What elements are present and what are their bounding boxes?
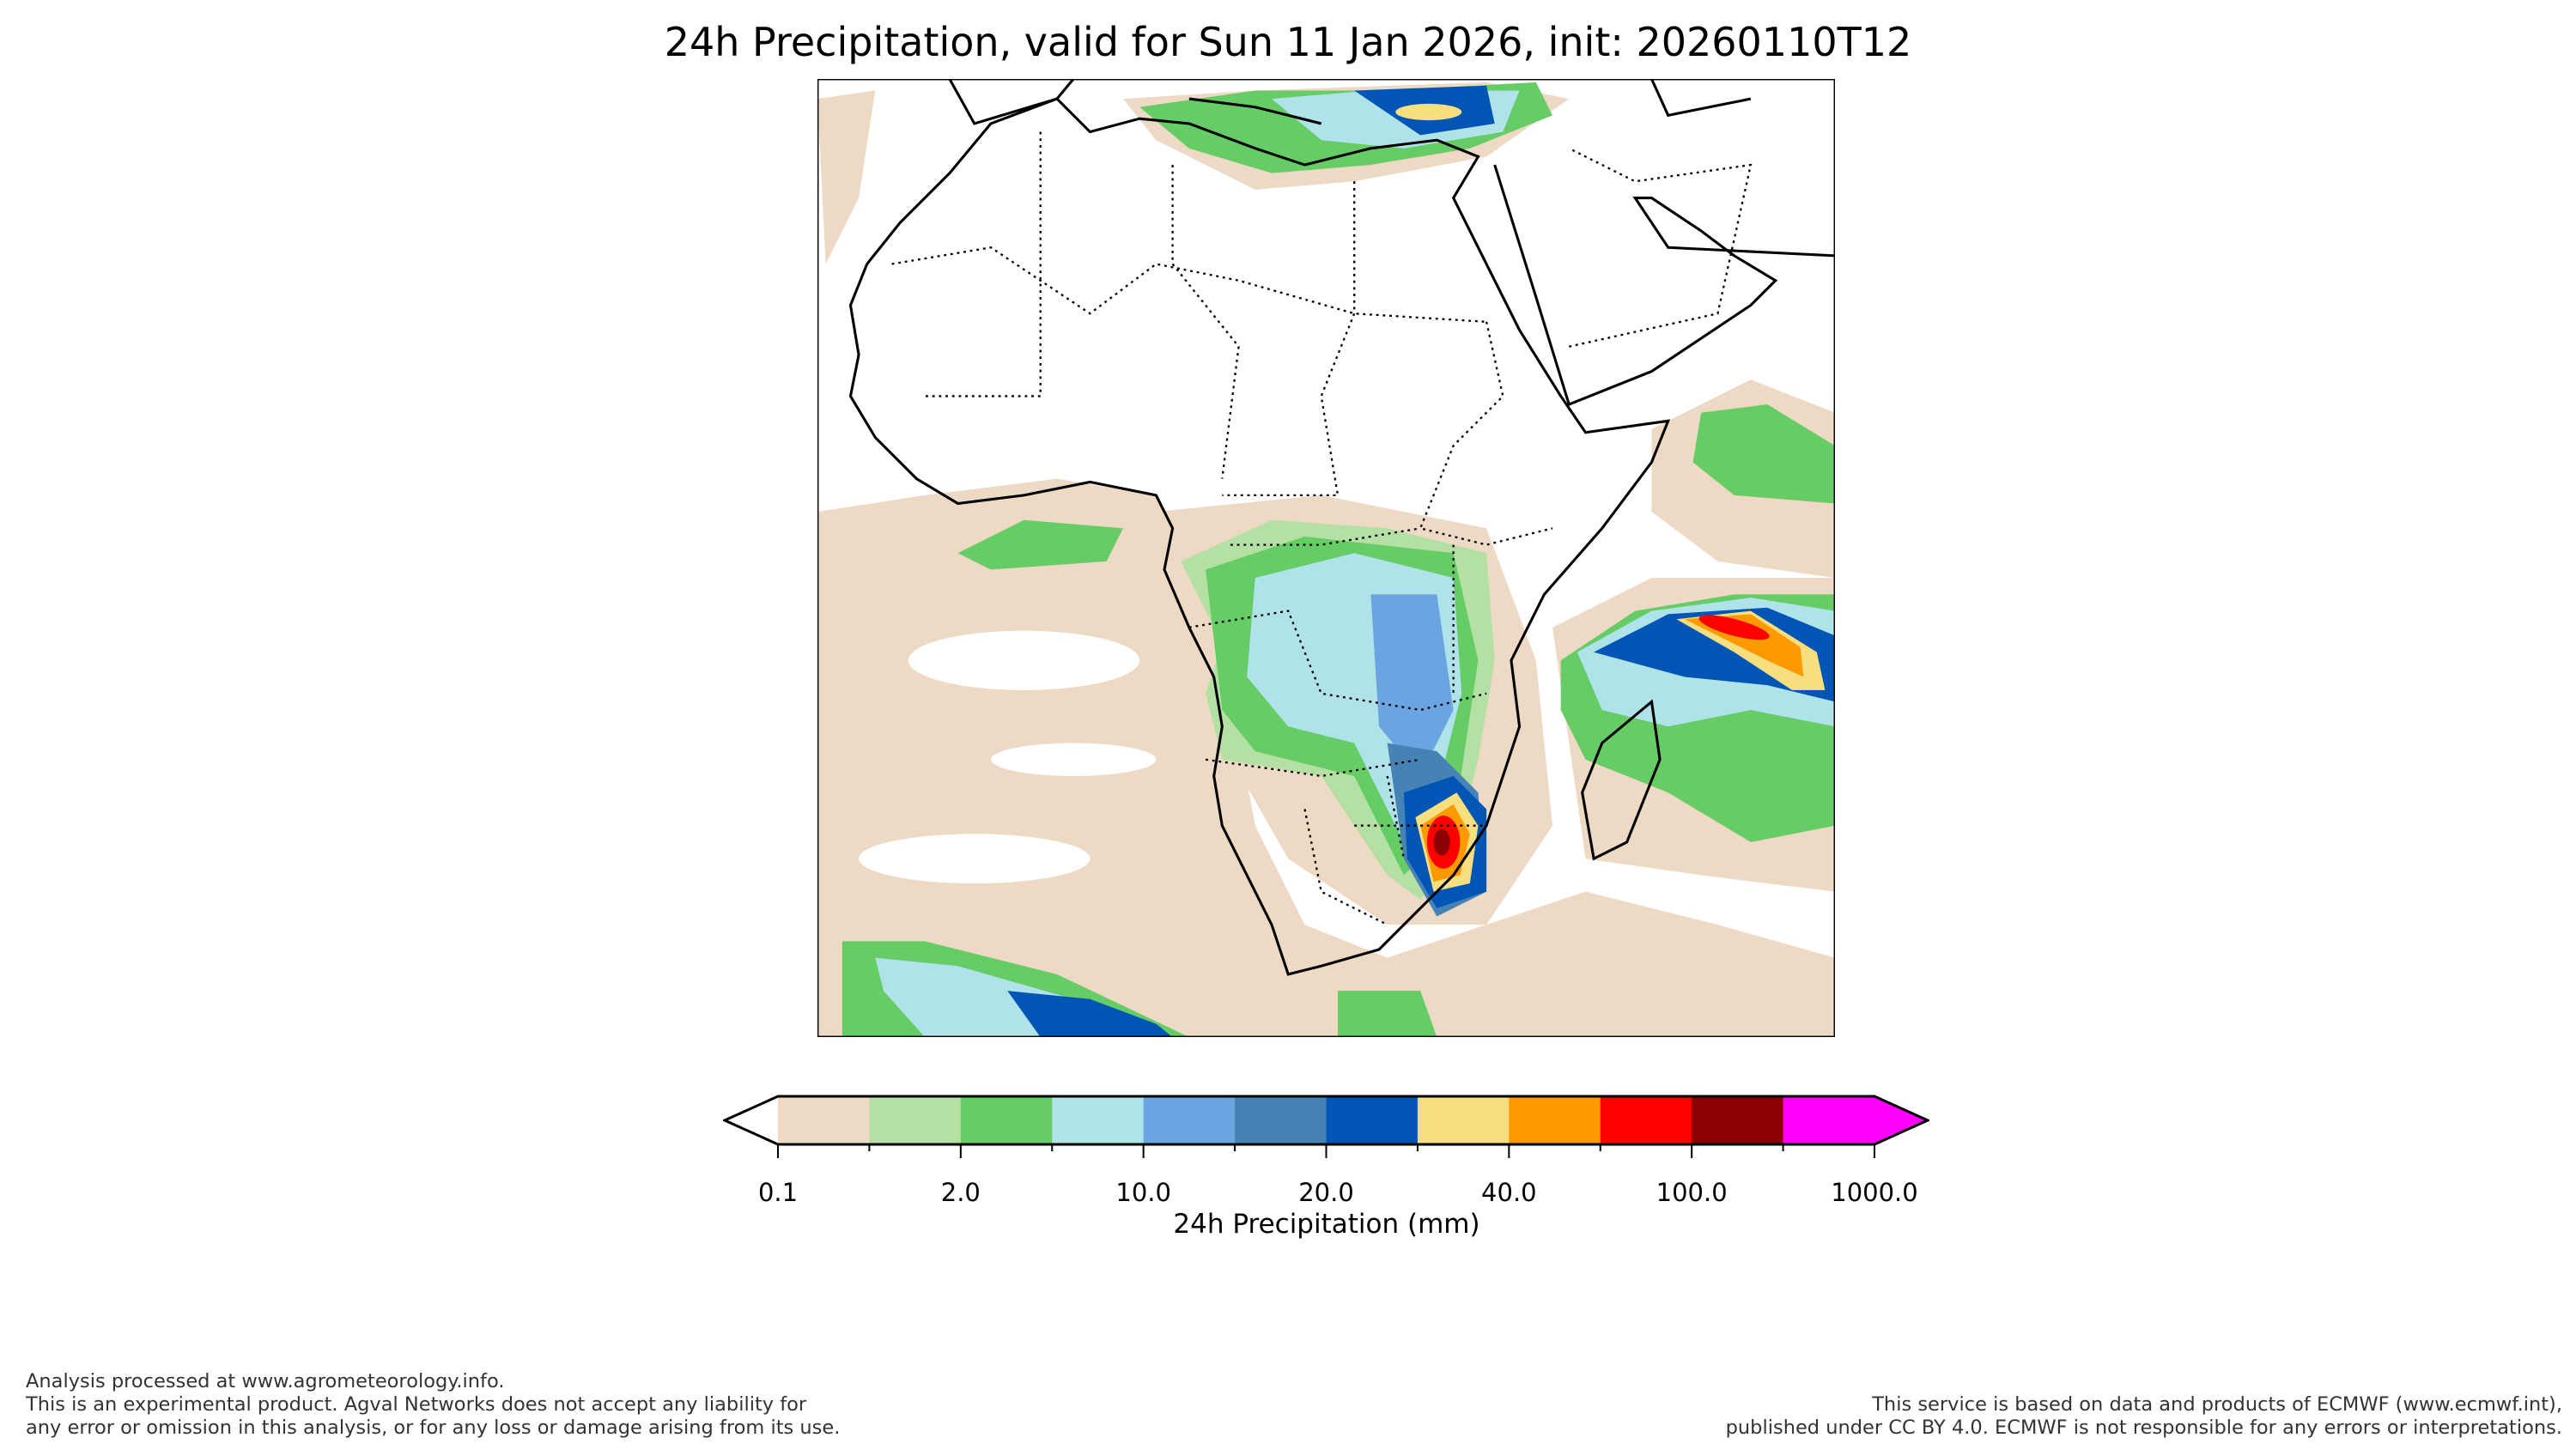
colorbar-tick-label: 100.0 <box>1656 1178 1728 1207</box>
colorbar-segment <box>960 1096 1053 1144</box>
precipitation-field <box>817 82 1835 1037</box>
colorbar-tick-label: 2.0 <box>940 1178 981 1207</box>
footer-line: This is an experimental product. Agval N… <box>26 1393 807 1416</box>
colorbar-tick-label: 20.0 <box>1298 1178 1354 1207</box>
colorbar-segment <box>1417 1096 1510 1144</box>
europe-coastline <box>948 79 1752 125</box>
precip-tan-west-ocean <box>817 90 876 264</box>
colorbar-segment <box>1143 1096 1236 1144</box>
footer-line: This service is based on data and produc… <box>1872 1393 2562 1416</box>
footer-line: published under CC BY 4.0. ECMWF is not … <box>1725 1417 2562 1439</box>
madagascar-coastline <box>1581 699 1662 861</box>
white-gaps <box>859 630 1157 884</box>
colorbar-segment <box>1326 1096 1419 1144</box>
colorbar-tick-label: 0.1 <box>757 1178 799 1207</box>
colorbar-segment <box>1509 1096 1601 1144</box>
colorbar-tick-label: 10.0 <box>1115 1178 1171 1207</box>
coastlines <box>848 79 1835 976</box>
africa-coastline <box>848 97 1671 976</box>
footer-line: Analysis processed at www.agrometeorolog… <box>26 1370 505 1392</box>
colorbar-segment <box>1235 1096 1327 1144</box>
precip-green-west <box>957 519 1123 570</box>
colorbar-over-extension <box>1874 1096 1928 1144</box>
colorbar-tick-label: 40.0 <box>1481 1178 1537 1207</box>
footer-attribution-right: This service is based on data and produc… <box>1726 1393 2562 1440</box>
colorbar-segment <box>778 1096 870 1144</box>
arabia-coastline <box>1493 164 1835 407</box>
map-title: 24h Precipitation, valid for Sun 11 Jan … <box>664 19 1912 65</box>
footer-line: any error or omission in this analysis, … <box>26 1417 841 1439</box>
colorbar-label: 24h Precipitation (mm) <box>1173 1209 1480 1240</box>
borders <box>891 131 1753 926</box>
footer-disclaimer-left: Analysis processed at www.agrometeorolog… <box>26 1370 840 1440</box>
precip-green-ne <box>1692 404 1835 504</box>
precipitation-map <box>817 79 1835 1037</box>
colorbar-segment <box>1052 1096 1145 1144</box>
precip-tan-west <box>817 478 1835 1037</box>
colorbar-segment <box>869 1096 962 1144</box>
colorbar-tick-label: 1000.0 <box>1831 1178 1918 1207</box>
colorbar <box>723 1095 1929 1158</box>
colorbar-under-extension <box>725 1096 778 1144</box>
colorbar-segment <box>1783 1096 1875 1144</box>
colorbar-segment <box>1692 1096 1784 1144</box>
colorbar-segment <box>1600 1096 1692 1144</box>
